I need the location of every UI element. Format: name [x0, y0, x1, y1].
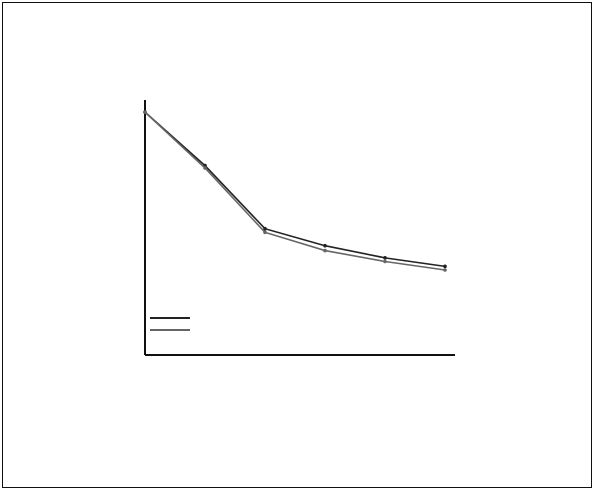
data-point	[443, 264, 447, 269]
plot-area	[144, 100, 455, 356]
data-point	[323, 243, 327, 248]
data-point	[263, 230, 267, 235]
data-point	[323, 248, 327, 253]
legend	[150, 317, 190, 331]
data-point	[143, 110, 147, 114]
series-group	[143, 110, 447, 272]
chart-frame	[2, 2, 592, 488]
data-point	[263, 226, 267, 231]
data-point	[443, 268, 447, 272]
series-line-1	[144, 111, 446, 268]
data-point	[383, 259, 387, 264]
data-point	[383, 256, 387, 260]
data-point	[203, 166, 207, 170]
series-line-2	[144, 111, 446, 271]
